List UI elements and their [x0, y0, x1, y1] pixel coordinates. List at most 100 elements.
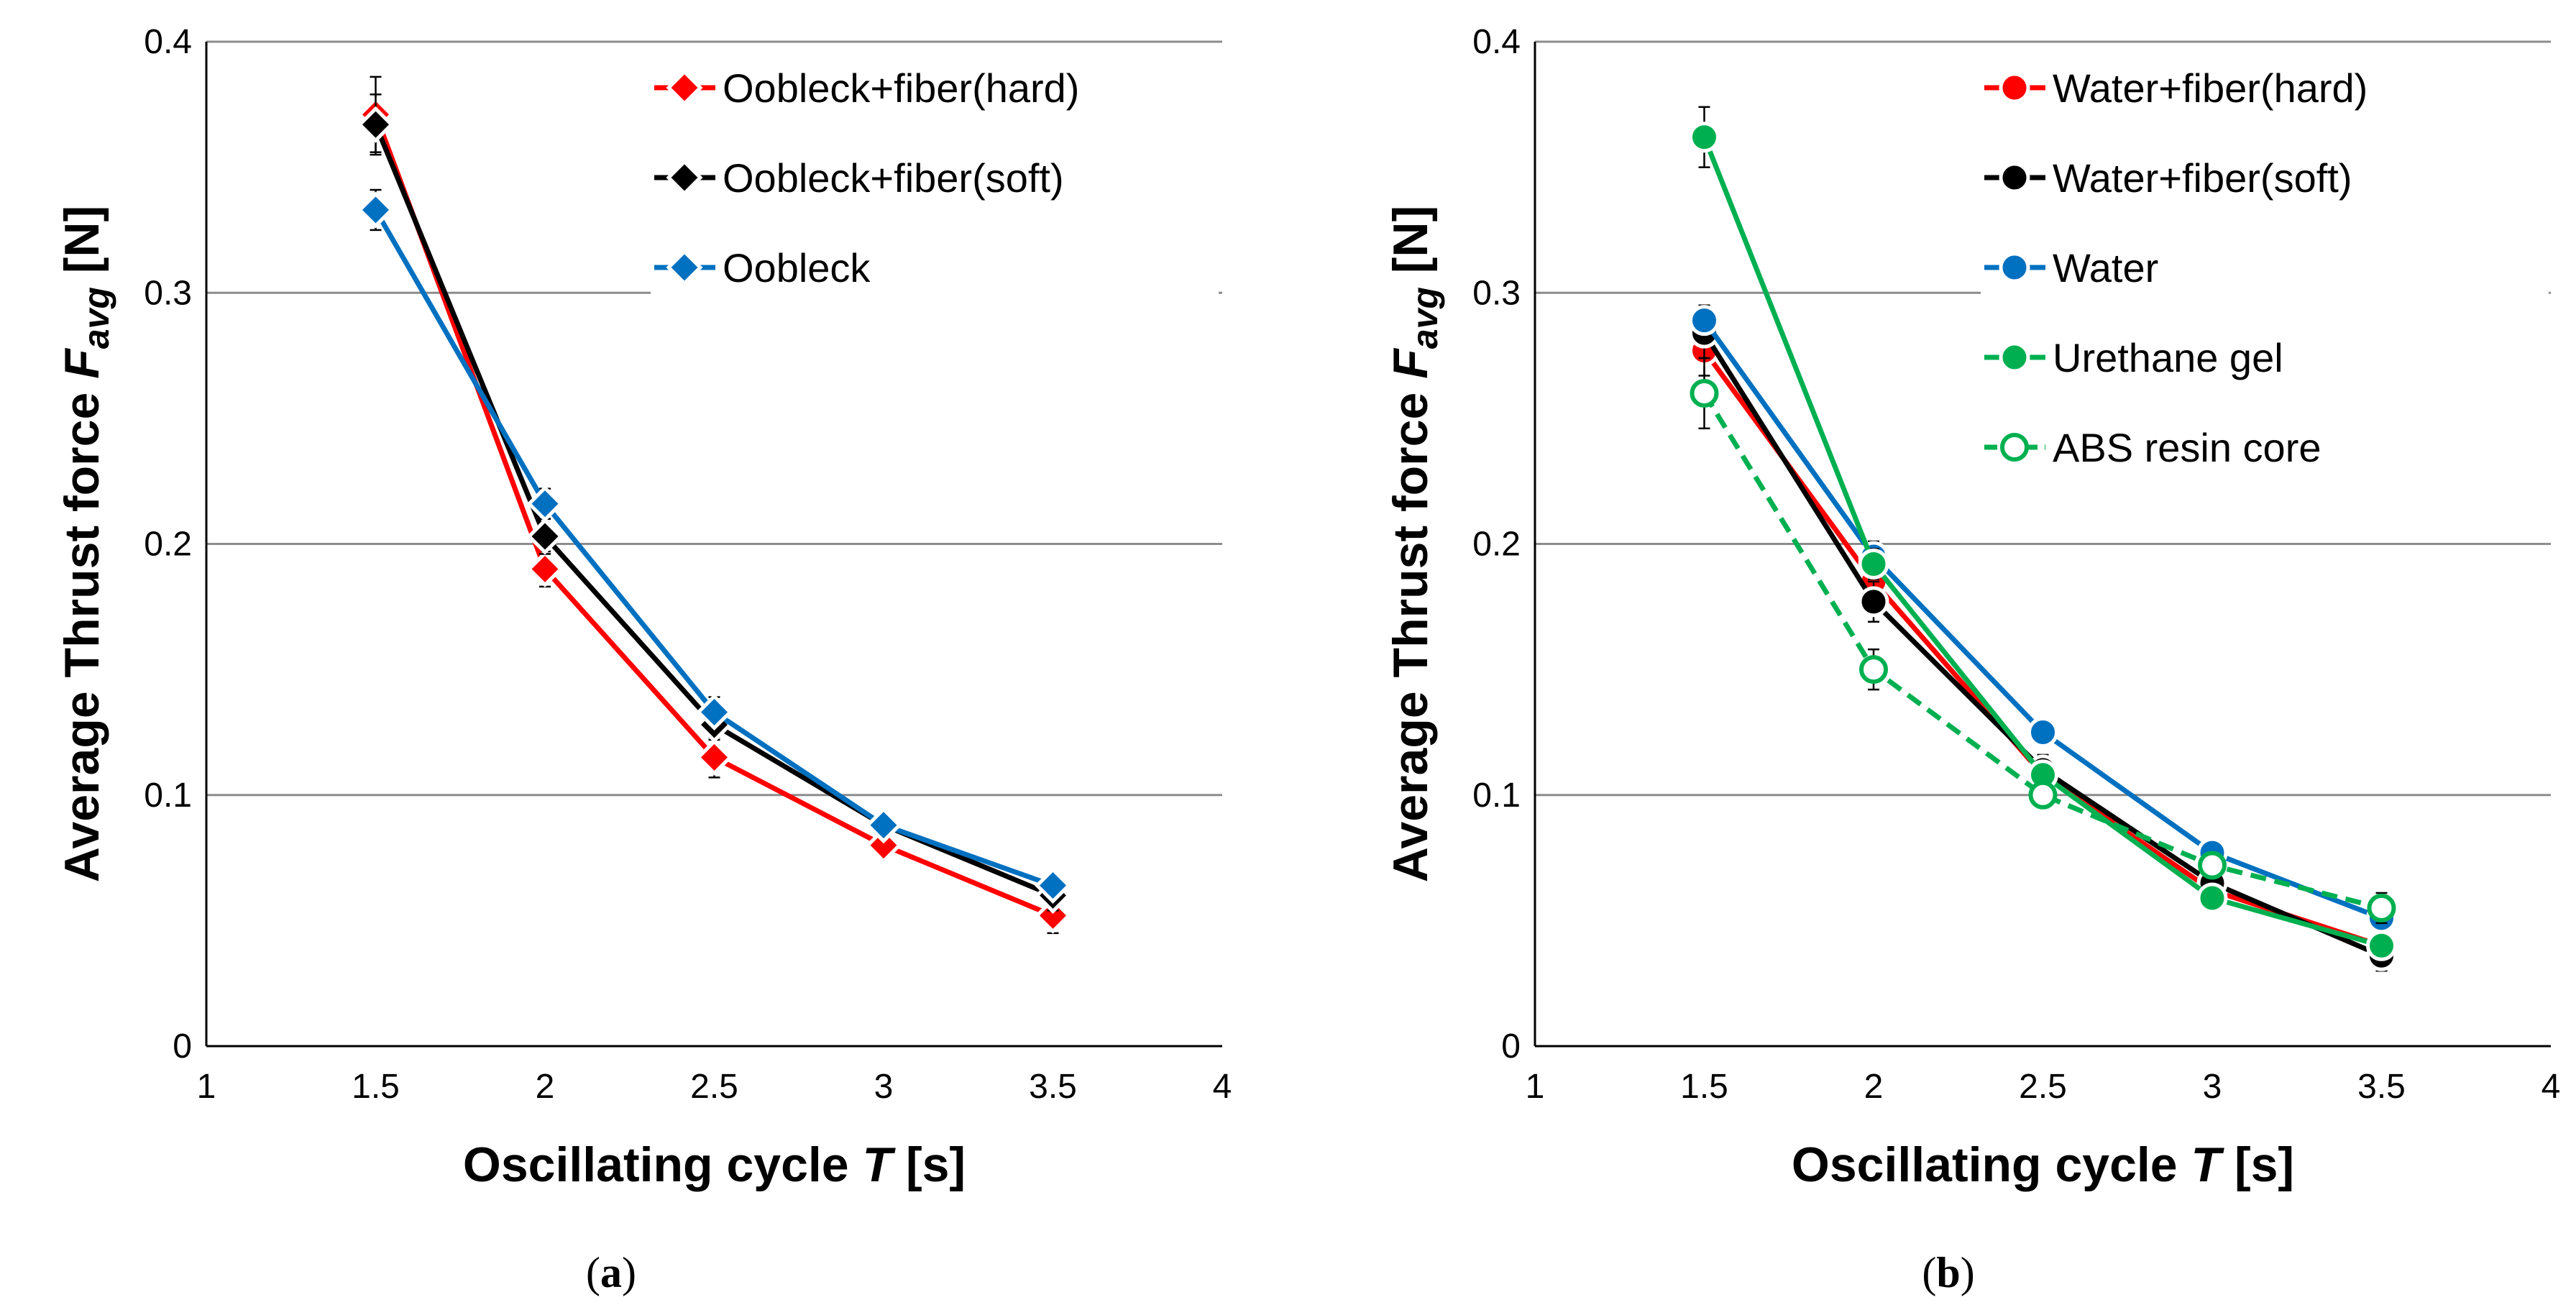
data-point [865, 827, 902, 864]
data-point [526, 518, 564, 555]
x-tick-label: 4 [2541, 1068, 2561, 1106]
data-point [1034, 866, 1072, 904]
data-point [1690, 378, 1719, 408]
y-tick-label: 0.3 [1472, 274, 1521, 312]
legend-swatch-marker [666, 249, 703, 286]
legend-label: Oobleck+fiber(hard) [723, 65, 1079, 111]
y-tick-label: 0 [173, 1027, 192, 1066]
data-point [2198, 851, 2227, 880]
data-point [1859, 655, 1888, 684]
legend-swatch-marker [1999, 342, 2030, 373]
x-tick-label: 2.5 [690, 1068, 738, 1106]
x-axis-title: Oscillating cycle T [s] [1792, 1137, 2294, 1192]
data-point [2027, 716, 2058, 748]
y-tick-label: 0.3 [144, 274, 192, 312]
panel-label-close: ) [622, 1249, 636, 1296]
legend-label: Oobleck+fiber(soft) [723, 155, 1064, 201]
legend-background [1981, 43, 2549, 507]
x-tick-label: 2 [536, 1068, 555, 1106]
y-axis-title-text: Average Thrust force [1383, 379, 1438, 882]
y-axis-title-var: F [1383, 348, 1438, 379]
series-ABS resin core [1690, 357, 2396, 925]
data-point [2366, 930, 2397, 961]
legend: Oobleck+fiber(hard) Oobleck+fiber(soft) Oo… [651, 43, 1219, 327]
panel-label: (b) [1922, 1249, 1974, 1296]
legend-background [651, 43, 1219, 327]
y-tick-label: 0.2 [1472, 526, 1521, 564]
x-axis-title-text: Oscillating cycle [1792, 1137, 2191, 1192]
y-axis-title-unit: [N] [1383, 206, 1438, 287]
x-tick-label: 1.5 [1680, 1068, 1728, 1106]
legend-label: Oobleck [723, 245, 871, 290]
data-point [357, 106, 395, 143]
data-point [695, 738, 733, 776]
x-tick-label: 4 [1213, 1068, 1232, 1106]
legend-label: Water+fiber(hard) [2053, 65, 2368, 111]
legend-label: Water+fiber(soft) [2053, 155, 2352, 201]
y-tick-label: 0 [1501, 1027, 1521, 1066]
data-point [2367, 893, 2396, 922]
data-point [695, 693, 733, 731]
data-point [1034, 897, 1072, 934]
legend-swatch-marker [1999, 162, 2030, 193]
data-point [1689, 122, 1720, 153]
legend-label: Urethane gel [2053, 335, 2283, 380]
y-axis-title-text: Average Thrust force [55, 379, 109, 882]
x-axis-title: Oscillating cycle T [s] [463, 1137, 966, 1192]
data-point [1858, 548, 1889, 580]
panel-label-letter: a [600, 1249, 622, 1296]
legend: Water+fiber(hard) Water+fiber(soft) Water U… [1981, 43, 2549, 507]
legend-label: ABS resin core [2053, 425, 2321, 470]
series-Urethane gel [1689, 106, 2397, 961]
chart-panel-a: 0 0.1 0.2 0.3 0.4 1 1.5 2 2.5 3 3.5 4 Oscillating cy… [55, 23, 1232, 1296]
data-point [1858, 586, 1889, 618]
data-point [357, 191, 395, 229]
x-tick-label: 1 [1526, 1068, 1545, 1106]
y-tick-label: 0.2 [144, 526, 192, 564]
x-axis-title-var: T [863, 1137, 897, 1192]
y-axis-title: Average Thrust force Favg [N] [1383, 206, 1445, 882]
data-point [526, 485, 564, 523]
x-tick-label: 3 [874, 1068, 894, 1106]
legend-swatch-marker [1999, 72, 2030, 104]
series-Oobleck [357, 188, 1072, 904]
data-point [2196, 882, 2228, 914]
y-axis-title-sub: avg [1405, 287, 1445, 349]
panel-label-open: ( [586, 1249, 600, 1296]
panel-label-close: ) [1961, 1249, 1975, 1296]
x-axis-title-unit: [s] [892, 1137, 966, 1192]
x-tick-label: 3.5 [2357, 1068, 2406, 1106]
y-axis-title-sub: avg [76, 287, 116, 349]
y-axis-title-unit: [N] [55, 206, 109, 287]
series-Oobleck+fiber(hard) [357, 75, 1072, 935]
x-axis-title-text: Oscillating cycle [463, 1137, 863, 1192]
legend-swatch-marker [666, 159, 703, 196]
legend-label: Water [2053, 245, 2158, 290]
chart-panel-b: 0 0.1 0.2 0.3 0.4 1 1.5 2 2.5 3 3.5 4 Oscillating cy… [1383, 23, 2560, 1296]
x-axis-title-unit: [s] [2221, 1137, 2294, 1192]
y-axis-title: Average Thrust force Favg [N] [55, 206, 116, 882]
x-tick-label: 3 [2203, 1068, 2222, 1106]
data-point [2028, 780, 2058, 810]
y-tick-label: 0.4 [144, 23, 192, 61]
x-tick-label: 2 [1864, 1068, 1884, 1106]
data-point [526, 550, 564, 587]
y-axis-title-var: F [55, 348, 109, 379]
legend-swatch-marker [1999, 252, 2030, 283]
panel-label-letter: b [1936, 1249, 1960, 1296]
panel-label-open: ( [1922, 1249, 1936, 1296]
panel-label: (a) [586, 1249, 636, 1296]
data-point [865, 807, 902, 844]
y-tick-label: 0.1 [144, 777, 192, 815]
x-tick-label: 1.5 [352, 1068, 400, 1106]
y-tick-label: 0.1 [1472, 777, 1521, 815]
legend-swatch-marker [2000, 433, 2029, 462]
data-point [1689, 305, 1720, 336]
y-tick-label: 0.4 [1472, 23, 1521, 61]
x-axis-title-var: T [2191, 1137, 2225, 1192]
x-tick-label: 3.5 [1029, 1068, 1077, 1106]
x-tick-label: 2.5 [2019, 1068, 2067, 1106]
legend-swatch-marker [666, 69, 703, 106]
x-tick-label: 1 [197, 1068, 216, 1106]
